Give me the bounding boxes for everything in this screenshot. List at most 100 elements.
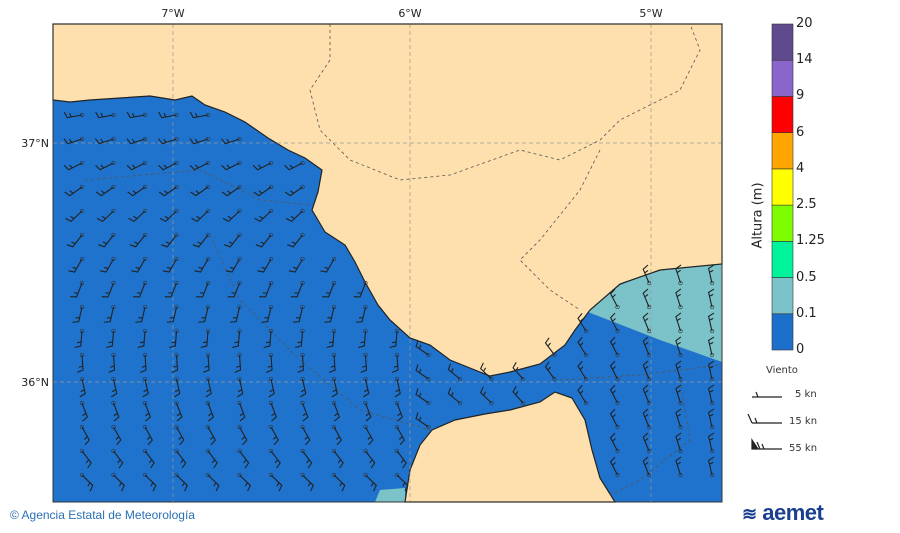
wind-barb — [191, 208, 211, 223]
wind-barb — [707, 408, 715, 430]
colorbar-label: 14 — [796, 52, 813, 68]
graticule — [53, 24, 722, 502]
wind-barb — [707, 384, 715, 406]
colorbar-label: 0 — [796, 342, 805, 357]
wind-barb — [95, 111, 116, 119]
wind-barb — [66, 232, 85, 248]
wind-barb — [111, 424, 122, 446]
wind-barb — [394, 376, 401, 398]
wind-barb — [229, 304, 242, 323]
wind-barb — [99, 256, 116, 273]
wind-barb — [255, 232, 274, 248]
wind-barb — [237, 424, 248, 446]
colorbar-label: 6 — [796, 124, 805, 140]
wind-barb — [205, 448, 218, 469]
wind-barb — [609, 312, 620, 334]
wind-barb — [675, 384, 683, 406]
wind-barb — [288, 256, 305, 273]
colorbar-label: 20 — [796, 16, 813, 31]
wind-barb — [95, 136, 116, 145]
wind-barb — [253, 184, 274, 197]
wind-barb — [544, 337, 557, 358]
colorbar-segment — [771, 277, 794, 315]
wind-barb — [174, 472, 188, 492]
wind-barb — [76, 352, 85, 373]
colorbar-label: 4 — [796, 160, 805, 176]
wind-barb — [68, 256, 85, 273]
wind-barb — [174, 424, 185, 446]
wind-barb — [358, 328, 368, 349]
wind-barb — [64, 184, 85, 197]
wind-barb — [642, 312, 652, 334]
wind-barb — [202, 352, 211, 373]
wind-barb — [103, 304, 116, 323]
wind-barb — [174, 376, 181, 398]
wind-barb — [259, 280, 274, 298]
wind-barb — [254, 208, 274, 223]
wind-barb — [142, 472, 157, 492]
wind-barb — [394, 448, 407, 469]
wind-barb — [79, 472, 94, 492]
wind-barb — [284, 160, 305, 171]
wind-barb — [237, 376, 244, 398]
wind-legend-barbs — [747, 391, 782, 450]
lon-tick: 7°W — [161, 7, 184, 20]
wind-barb — [363, 448, 376, 469]
wind-barbs — [63, 111, 715, 492]
copyright-text: © Agencia Estatal de Meteorología — [10, 508, 195, 522]
wind-legend-title: Viento — [766, 365, 798, 376]
land-africa — [404, 391, 617, 503]
wind-barb — [322, 280, 337, 298]
wind-barb — [108, 352, 116, 373]
wind-barb — [394, 400, 403, 422]
colorbar-label: 2.5 — [796, 197, 817, 213]
wind-barb — [63, 160, 85, 171]
wind-barb — [158, 184, 179, 197]
wind-barb — [142, 448, 155, 469]
wind-barb — [192, 232, 211, 248]
wind-barb — [158, 111, 179, 119]
wind-barb — [96, 208, 116, 223]
wind-barb — [297, 352, 305, 373]
wind-barb — [331, 448, 344, 469]
wind-barb — [101, 280, 116, 298]
wind-barb — [609, 432, 620, 454]
wind-barb — [162, 256, 179, 273]
lon-tick: 5°W — [639, 7, 662, 20]
wind-barb — [129, 232, 148, 248]
wind-barb — [79, 376, 86, 398]
wind-barb — [512, 386, 526, 406]
wind-barb — [415, 412, 431, 430]
wind-barb — [389, 328, 400, 349]
wind-barb — [205, 376, 212, 398]
wind-barb — [609, 408, 620, 430]
wind-barb — [106, 328, 116, 349]
colorbar-label: 0.1 — [796, 305, 817, 321]
wind-barb — [142, 400, 151, 422]
wind-barb — [174, 400, 183, 422]
wind-barb — [194, 256, 211, 273]
wind-barb — [331, 400, 340, 422]
wind-barb — [331, 424, 342, 446]
colorbar-label: 1.25 — [796, 233, 825, 249]
wind-barb — [707, 336, 715, 358]
wind-barb — [363, 376, 370, 398]
lat-tick: 36°N — [21, 376, 49, 389]
wind-barb — [363, 424, 374, 446]
wind-barb — [159, 208, 179, 223]
colorbar-segment — [771, 96, 794, 133]
wind-barb — [72, 304, 85, 323]
wind-barb — [609, 456, 620, 478]
wind-barb — [111, 400, 120, 422]
lat-tick: 37°N — [21, 137, 49, 150]
colorbar-segment — [771, 313, 794, 351]
colorbar-segment — [771, 59, 794, 97]
aemet-logo: ≋ aemet — [742, 500, 824, 525]
wind-barb — [415, 388, 431, 406]
wind-barb — [353, 280, 368, 298]
wind-barb — [300, 376, 307, 398]
wind-barb — [268, 400, 277, 422]
wind-barb — [300, 448, 313, 469]
wind-barb — [237, 448, 250, 469]
